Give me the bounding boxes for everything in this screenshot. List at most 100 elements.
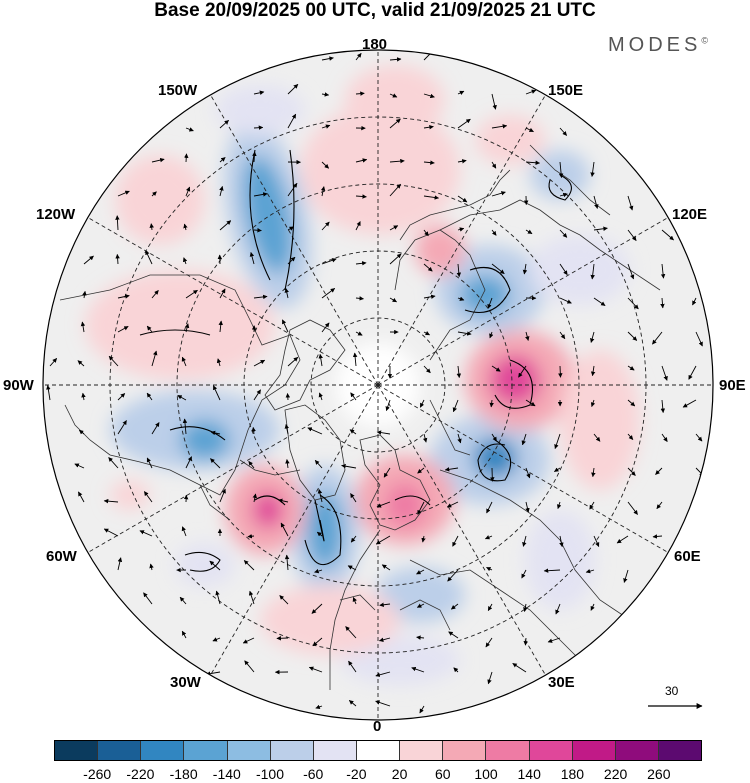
wind-vector-arrow xyxy=(555,603,561,615)
colorbar-swatch xyxy=(356,741,401,760)
wind-vector-arrow xyxy=(81,392,86,401)
wind-vector-arrow xyxy=(80,321,86,333)
anomaly-blob xyxy=(525,510,595,610)
wind-vector-arrow xyxy=(355,221,361,231)
colorbar-tick-label: -100 xyxy=(255,766,285,782)
wind-vector-arrow xyxy=(457,118,471,129)
wind-vector-arrow xyxy=(457,227,465,232)
wind-vector-arrow xyxy=(416,569,425,575)
wind-vector-arrow xyxy=(627,433,634,440)
wind-vector-arrow xyxy=(487,297,493,309)
wind-vector-arrow xyxy=(253,389,261,401)
wind-vector-arrow xyxy=(448,631,459,639)
wind-vector-arrow xyxy=(525,467,531,479)
wind-vector-arrow xyxy=(512,663,527,673)
anomaly-blob xyxy=(530,235,630,305)
wind-vector-arrow xyxy=(253,125,264,130)
wind-vector-arrow xyxy=(389,225,399,231)
wind-vector-arrow xyxy=(423,93,435,99)
wind-vector-arrow xyxy=(182,418,188,435)
anomaly-blob xyxy=(475,115,545,165)
lon-label-90e: 90E xyxy=(719,377,746,394)
wind-vector-arrow xyxy=(315,704,323,709)
wind-vector-arrow xyxy=(379,602,391,608)
wind-vector-arrow xyxy=(376,501,391,508)
wind-vector-arrow xyxy=(82,290,87,299)
colorbar-tick-label: 140 xyxy=(517,766,541,782)
wind-vector-arrow xyxy=(423,160,435,165)
wind-vector-arrow xyxy=(375,535,391,545)
wind-vector-arrow xyxy=(117,557,123,571)
wind-vector-arrow xyxy=(417,501,425,515)
wind-vector-arrow xyxy=(457,433,462,444)
wind-vector-arrow xyxy=(321,322,330,333)
wind-vector-arrow xyxy=(627,501,638,515)
wind-vector-arrow xyxy=(450,603,459,610)
wind-vector-arrow xyxy=(652,331,663,345)
wind-vector-arrow xyxy=(78,429,85,435)
colorbar-tick-label: -140 xyxy=(212,766,241,782)
wind-vector-arrow xyxy=(321,56,334,61)
wind-vector-arrow xyxy=(244,660,255,673)
wind-vector-arrow xyxy=(352,352,358,367)
wind-vector-arrow xyxy=(349,429,357,435)
wind-vector-arrow xyxy=(695,331,703,347)
anomaly-blob xyxy=(180,420,230,460)
wind-vector-arrow xyxy=(348,700,357,707)
wind-vector-arrow xyxy=(341,463,357,469)
wind-vector-arrow xyxy=(183,223,188,231)
wind-vector-arrow xyxy=(375,700,391,707)
wind-vector-arrow xyxy=(215,590,221,605)
wind-vector-arrow xyxy=(218,320,223,333)
wind-vector-arrow xyxy=(318,353,323,367)
wind-vector-arrow xyxy=(389,118,401,129)
wind-vector-arrow xyxy=(212,385,221,401)
wind-vector-arrow xyxy=(181,526,187,537)
anomaly-blob xyxy=(253,492,283,528)
wind-vector-arrow xyxy=(345,626,357,639)
wind-vector-arrow xyxy=(695,433,703,442)
polar-map[interactable] xyxy=(0,0,750,740)
wind-vector-arrow xyxy=(422,433,428,443)
wind-vector-arrow xyxy=(355,296,364,301)
wind-vector-arrow xyxy=(318,392,323,401)
wind-vector-arrow xyxy=(210,430,221,436)
anomaly-blob xyxy=(560,350,640,490)
wind-vector-arrow xyxy=(627,229,637,241)
wind-vector-arrow xyxy=(452,399,459,413)
colorbar-swatch xyxy=(141,741,185,760)
anomaly-blob xyxy=(345,65,445,135)
wind-vector-arrow xyxy=(253,90,265,95)
wind-vector-arrow xyxy=(589,501,595,510)
modes-logo: MODES© xyxy=(608,34,708,57)
wind-vector-arrow xyxy=(103,498,119,504)
wind-vector-arrow xyxy=(485,637,493,648)
wind-vector-arrow xyxy=(307,427,323,435)
wind-vector-arrow xyxy=(591,467,596,478)
wind-vector-arrow xyxy=(559,535,564,548)
lon-label-30e: 30E xyxy=(548,674,575,691)
wind-vector-arrow xyxy=(590,399,596,408)
wind-vector-arrow xyxy=(660,297,665,309)
wind-vector-arrow xyxy=(321,161,330,169)
wind-vector-arrow xyxy=(457,331,472,336)
colorbar-tick-label: 180 xyxy=(560,766,585,782)
wind-vector-arrow xyxy=(559,297,572,304)
wind-vector-arrow xyxy=(312,637,323,647)
wind-vector-arrow xyxy=(559,263,568,276)
colorbar-tick-label: -220 xyxy=(126,766,155,782)
wind-vector-arrow xyxy=(287,356,299,367)
wind-vector-arrow xyxy=(117,190,130,197)
wind-vector-arrow xyxy=(590,365,596,377)
wind-vector-arrow xyxy=(243,560,255,571)
wind-vector-arrow xyxy=(284,424,290,435)
colorbar-swatch xyxy=(400,741,444,760)
wind-vector-arrow xyxy=(456,365,462,379)
wind-vector-arrow xyxy=(280,522,289,537)
wind-vector-arrow xyxy=(355,158,368,163)
wind-vector-arrow xyxy=(522,263,528,275)
wind-vector-arrow xyxy=(489,399,494,408)
colorbar-swatch xyxy=(486,741,530,760)
wind-vector-arrow xyxy=(389,93,398,98)
colorbar-swatch xyxy=(184,741,228,760)
